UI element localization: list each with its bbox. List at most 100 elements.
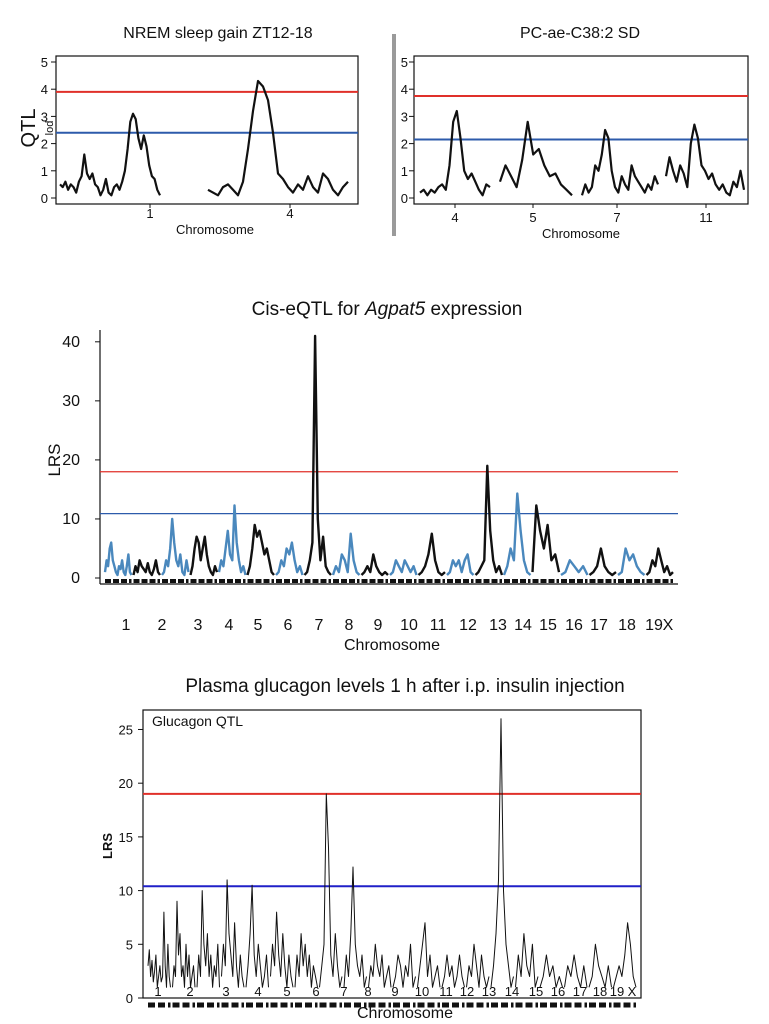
eqtl-xtick-label: 13 xyxy=(489,617,507,634)
panel-cis-eqtl-title: Cis-eQTL for Agpat5 expression xyxy=(252,299,523,320)
panel-nrem-ylabel-sub: lod xyxy=(44,121,56,136)
pcae-xtick-label: 5 xyxy=(529,210,536,225)
panel-cis-eqtl-title-gene: Agpat5 xyxy=(364,299,426,320)
eqtl-xtick-label: 10 xyxy=(400,617,418,634)
pcae-ytick-label: 5 xyxy=(401,55,408,70)
nrem-series-line-chr-1 xyxy=(59,112,161,197)
pcae-ytick-label: 4 xyxy=(401,82,408,97)
eqtl-series-line-chr-16 xyxy=(531,504,561,573)
nrem-xtick-label: 4 xyxy=(286,206,293,221)
eqtl-xtick-label: 2 xyxy=(158,617,167,634)
gluc-xtick-label: 18 xyxy=(593,984,607,999)
eqtl-xtick-label: 19 xyxy=(645,617,663,634)
gluc-ytick-label: 0 xyxy=(126,991,133,1006)
gluc-xtick-label: 16 xyxy=(551,984,565,999)
panel-cis-eqtl: Cis-eQTL for Agpat5 expression LRS Chrom… xyxy=(45,299,678,654)
eqtl-series-line-chr-10 xyxy=(360,553,389,577)
nrem-ytick-label: 0 xyxy=(41,191,48,206)
eqtl-series-line-chr-7 xyxy=(275,541,304,576)
gluc-xtick-label: 9 xyxy=(391,984,398,999)
pcae-xtick-label: 4 xyxy=(451,210,458,225)
eqtl-series-line-chr-X xyxy=(645,547,674,577)
gluc-ytick-label: 20 xyxy=(119,776,133,791)
eqtl-xtick-label: 3 xyxy=(194,617,203,634)
gluc-xtick-label: 15 xyxy=(529,984,543,999)
gluc-ytick-label: 25 xyxy=(119,722,133,737)
gluc-series-line-chr-3 xyxy=(196,890,220,988)
pcae-plot-frame xyxy=(413,55,749,205)
gluc-series-line-chr-8 xyxy=(319,793,343,988)
pcae-series-line-chr-5 xyxy=(498,120,573,197)
eqtl-xtick-label: 18 xyxy=(618,617,636,634)
eqtl-series-line-chr-8 xyxy=(303,334,332,576)
gluc-ytick-label: 15 xyxy=(119,830,133,845)
pcae-ytick-label: 2 xyxy=(401,137,408,152)
eqtl-ytick-label: 10 xyxy=(62,511,80,528)
eqtl-xtick-label: 1 xyxy=(122,617,131,634)
panel-cis-eqtl-ylabel: LRS xyxy=(45,443,64,476)
eqtl-series-line-chr-5 xyxy=(217,504,247,576)
eqtl-xtick-label: 15 xyxy=(539,617,557,634)
gluc-series-line-chr-16 xyxy=(515,933,539,988)
eqtl-ytick-label: 20 xyxy=(62,452,80,469)
pcae-series-line-chr-7 xyxy=(580,128,660,196)
gluc-xtick-label: 10 xyxy=(415,984,429,999)
eqtl-series-line-chr-1 xyxy=(103,541,133,577)
gluc-ytick-label: 5 xyxy=(126,937,133,952)
pcae-xtick-label: 7 xyxy=(613,210,620,225)
eqtl-xtick-label: 5 xyxy=(254,617,263,634)
gluc-series-line-chr-9 xyxy=(343,866,367,988)
pcae-ytick-label: 3 xyxy=(401,109,408,124)
gluc-xtick-label: X xyxy=(628,984,637,999)
gluc-series-line-chr-14 xyxy=(466,943,490,988)
panel-nrem-ylabel: QTL xyxy=(18,109,40,148)
panel-pc-ae: PC-ae-C38:2 SD Chromosome 0 1 2 3 4 5 4 5 7 11 xyxy=(401,25,749,241)
nrem-ytick-label: 5 xyxy=(41,55,48,70)
gluc-ytick-label: 10 xyxy=(119,884,133,899)
eqtl-xtick-label: 8 xyxy=(345,617,354,634)
pcae-series-line-chr-11 xyxy=(664,123,746,197)
gluc-series-line-chr-X xyxy=(613,922,637,988)
gluc-series-line-chr-7 xyxy=(294,933,318,988)
panel-glucagon-ylabel: LRS xyxy=(100,833,115,859)
gluc-xtick-label: 1 xyxy=(154,984,161,999)
eqtl-series-line-chr-2 xyxy=(132,559,161,577)
pcae-ytick-label: 0 xyxy=(401,191,408,206)
eqtl-xtick-label: 17 xyxy=(590,617,608,634)
eqtl-ytick-label: 0 xyxy=(71,570,80,587)
nrem-series-line-chr-4 xyxy=(207,79,349,197)
eqtl-ytick-label: 30 xyxy=(62,393,80,410)
gluc-series-line-chr-19 xyxy=(588,943,612,988)
gluc-xtick-label: 5 xyxy=(283,984,290,999)
eqtl-series-line-chr-17 xyxy=(560,559,589,577)
gluc-xtick-label: 12 xyxy=(460,984,474,999)
gluc-xtick-label: 6 xyxy=(312,984,319,999)
eqtl-xtick-label: 9 xyxy=(374,617,383,634)
gluc-series-line-chr-2 xyxy=(172,900,196,988)
panel-glucagon-inset-label: Glucagon QTL xyxy=(152,713,243,729)
nrem-ytick-label: 2 xyxy=(41,137,48,152)
gluc-xtick-label: 2 xyxy=(186,984,193,999)
gluc-series-line-chr-4 xyxy=(221,879,245,988)
eqtl-series-line-chr-13 xyxy=(446,553,475,576)
gluc-xtick-label: 19 xyxy=(610,984,624,999)
gluc-series-line-chr-18 xyxy=(564,954,588,988)
gluc-xtick-label: 11 xyxy=(439,984,453,999)
gluc-xtick-label: 13 xyxy=(482,984,496,999)
pcae-ytick-label: 1 xyxy=(401,164,408,179)
eqtl-xtick-label: 16 xyxy=(565,617,583,634)
gluc-series-line-chr-6 xyxy=(270,911,294,988)
panel-glucagon: Plasma glucagon levels 1 h after i.p. in… xyxy=(100,676,642,1022)
panel-cis-eqtl-xlabel: Chromosome xyxy=(344,637,440,654)
eqtl-xtick-label: 11 xyxy=(430,617,447,634)
eqtl-series-line-chr-9 xyxy=(331,532,361,576)
nrem-xtick-label: 1 xyxy=(146,206,153,221)
eqtl-ytick-label: 40 xyxy=(62,334,80,351)
nrem-ytick-label: 3 xyxy=(41,109,48,124)
eqtl-xtick-label: X xyxy=(663,617,674,634)
eqtl-series-line-chr-15 xyxy=(502,492,532,576)
eqtl-xtick-label: 4 xyxy=(225,617,234,634)
panel-nrem-sleep-gain: NREM sleep gain ZT12-18 QTL lod Chromoso… xyxy=(18,25,359,237)
gluc-xtick-label: 7 xyxy=(340,984,347,999)
